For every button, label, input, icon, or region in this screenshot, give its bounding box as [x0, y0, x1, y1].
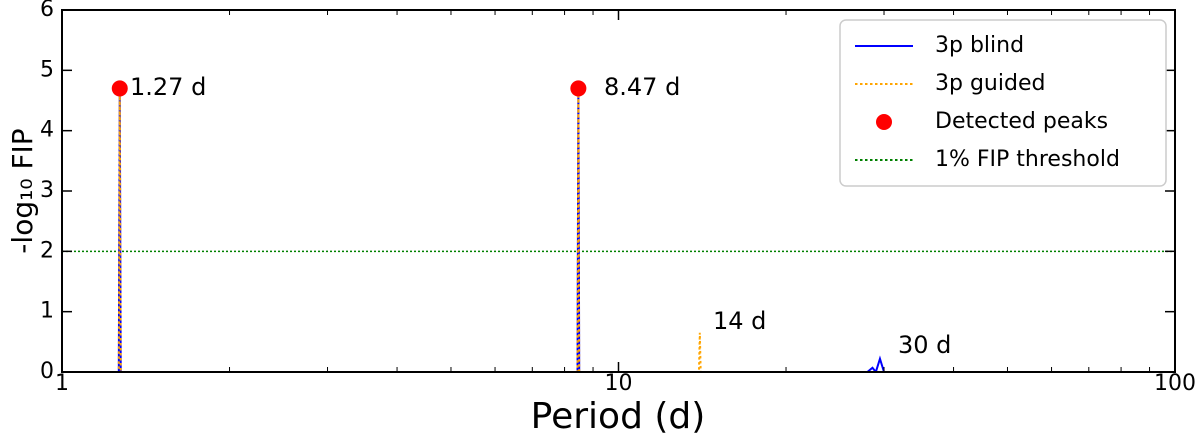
plot-area	[62, 88, 1175, 372]
y-tick-label: 3	[40, 178, 54, 203]
legend-swatch	[876, 114, 892, 130]
peak-marker	[570, 80, 587, 97]
y-tick-label: 0	[40, 359, 54, 384]
legend-label: 1% FIP threshold	[935, 147, 1120, 172]
series-line	[62, 88, 1175, 372]
y-tick-label: 4	[40, 118, 54, 143]
y-tick-label: 5	[40, 57, 54, 82]
annotation: 8.47 d	[604, 73, 680, 101]
y-tick-label: 1	[40, 299, 54, 324]
x-tick-label: 1	[55, 371, 69, 396]
annotation: 30 d	[898, 331, 951, 359]
annotation: 1.27 d	[130, 73, 206, 101]
y-tick-label: 2	[40, 238, 54, 263]
legend-label: 3p guided	[935, 71, 1045, 96]
legend-label: Detected peaks	[935, 109, 1108, 134]
x-tick-label: 100	[1154, 371, 1196, 396]
series-line	[62, 88, 1175, 372]
legend: 3p blind 3p guided Detected peaks 1% FIP th…	[839, 19, 1167, 187]
peak-marker	[111, 80, 128, 97]
y-axis-label: -log₁₀ FIP	[6, 128, 39, 253]
x-axis-label: Period (d)	[531, 396, 706, 437]
legend-label: 3p blind	[935, 33, 1024, 58]
annotation: 14 d	[713, 307, 766, 335]
y-tick-label: 6	[40, 0, 54, 22]
x-tick-label: 10	[605, 371, 633, 396]
legend-box	[839, 19, 1167, 187]
